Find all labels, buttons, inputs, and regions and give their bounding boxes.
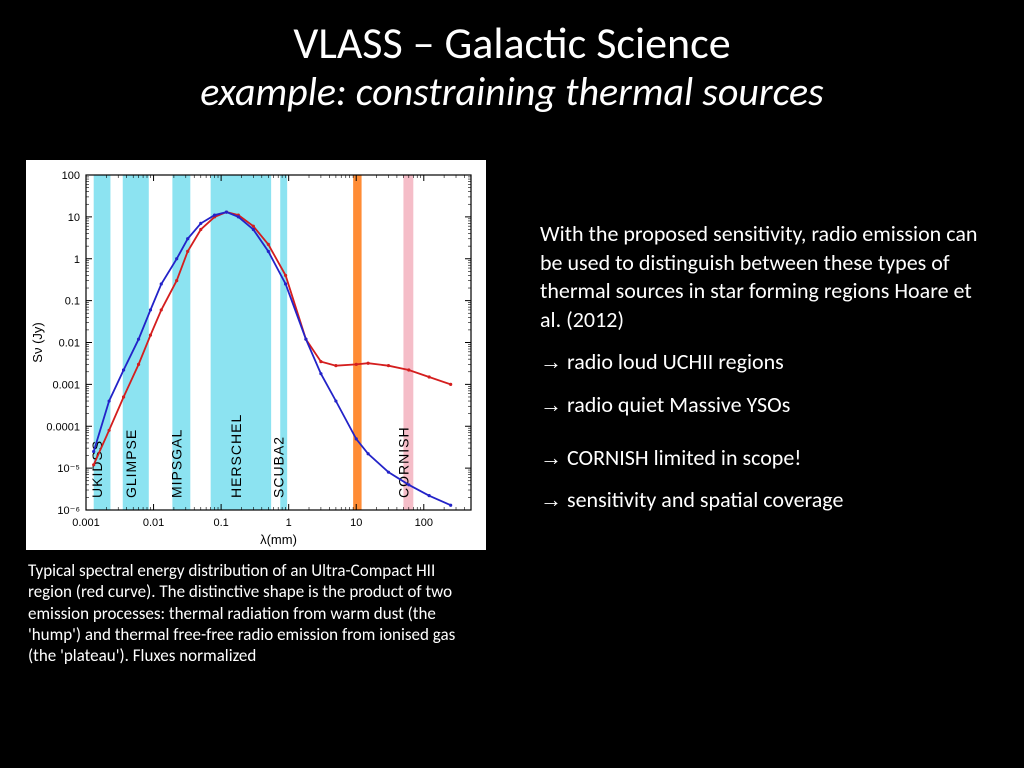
bullet-uchii: → radio loud UCHII regions <box>540 348 990 377</box>
svg-text:10: 10 <box>68 212 80 224</box>
body-text: With the proposed sensitivity, radio emi… <box>540 220 990 529</box>
sed-chart: UKIDSS GLIMPSE MIPSGAL HERSCHEL SCUBA2 CORNIS… <box>26 160 486 550</box>
bullet-sensitivity: → sensitivity and spatial coverage <box>540 486 990 515</box>
svg-text:CORNISH: CORNISH <box>395 426 411 498</box>
svg-text:0.01: 0.01 <box>143 517 164 529</box>
title-block: VLASS – Galactic Science example: constr… <box>0 18 1024 115</box>
arrow-icon: → <box>540 445 562 470</box>
svg-text:1: 1 <box>286 517 292 529</box>
svg-text:MIPSGAL: MIPSGAL <box>168 429 184 498</box>
svg-text:1: 1 <box>74 254 80 266</box>
svg-text:0.001: 0.001 <box>72 517 100 529</box>
spacer <box>540 434 990 444</box>
bullet-cornish: → CORNISH limited in scope! <box>540 444 990 473</box>
svg-text:UKIDSS: UKIDSS <box>89 440 105 498</box>
svg-text:10: 10 <box>350 517 362 529</box>
bullet4-text: sensitivity and spatial coverage <box>567 486 843 513</box>
body-para1: With the proposed sensitivity, radio emi… <box>540 220 990 334</box>
svg-text:100: 100 <box>415 517 433 529</box>
bullet-ysos: → radio quiet Massive YSOs <box>540 391 990 420</box>
chart-caption: Typical spectral energy distribution of … <box>28 560 480 666</box>
arrow-icon: → <box>540 487 562 512</box>
svg-text:10⁻⁵: 10⁻⁵ <box>57 463 80 475</box>
svg-text:Sν (Jy): Sν (Jy) <box>30 322 45 362</box>
svg-text:GLIMPSE: GLIMPSE <box>123 429 139 498</box>
title-main: VLASS – Galactic Science <box>0 18 1024 69</box>
svg-text:100: 100 <box>62 170 80 182</box>
bullet3-text: CORNISH limited in scope! <box>567 444 802 471</box>
bullet2-text: radio quiet Massive YSOs <box>567 391 790 418</box>
svg-text:0.1: 0.1 <box>65 296 80 308</box>
slide: VLASS – Galactic Science example: constr… <box>0 0 1024 768</box>
svg-text:HERSCHEL: HERSCHEL <box>228 414 244 498</box>
bullet1-text: radio loud UCHII regions <box>567 348 784 375</box>
svg-text:0.01: 0.01 <box>59 338 80 350</box>
chart-svg: UKIDSS GLIMPSE MIPSGAL HERSCHEL SCUBA2 CORNIS… <box>26 160 486 550</box>
svg-text:0.1: 0.1 <box>213 517 228 529</box>
svg-text:0.0001: 0.0001 <box>46 421 80 433</box>
svg-text:10⁻⁶: 10⁻⁶ <box>57 505 80 517</box>
title-sub: example: constraining thermal sources <box>0 69 1024 115</box>
arrow-icon: → <box>540 392 562 417</box>
svg-text:SCUBA2: SCUBA2 <box>271 436 287 498</box>
arrow-icon: → <box>540 349 562 374</box>
svg-text:0.001: 0.001 <box>52 379 80 391</box>
svg-text:λ(mm): λ(mm) <box>260 532 297 547</box>
